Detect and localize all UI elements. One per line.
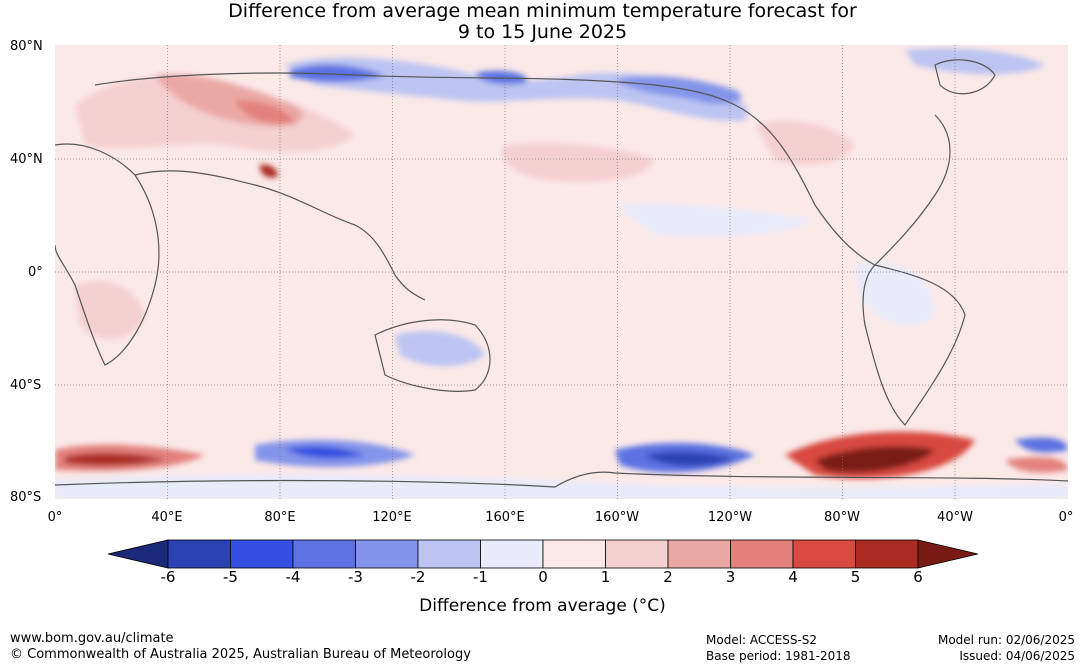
colorbar-tick-label: -1 [473,568,488,586]
coastlines [55,59,1068,488]
anomaly-cool-australia [395,331,485,367]
colorbar-segment [730,539,794,569]
lon-label-40e: 40°E [151,510,183,525]
colorbar-segment [855,539,919,569]
lat-label-0: 0° [28,265,43,280]
colorbar-tick-label: 4 [788,568,798,586]
lat-label-80s: 80°S [10,490,42,505]
colorbar-segment [417,539,481,569]
anomaly-cool-southern-indian-core [285,446,365,459]
lon-label-0-left: 0° [47,510,63,525]
lon-label-160w: 160°W [594,510,640,525]
lon-label-120e: 120°E [372,510,412,525]
colorbar-segment [167,539,231,569]
colorbar-tick-label: 6 [913,568,923,586]
lat-label-80n: 80°N [10,39,43,54]
map-title-line2: 9 to 15 June 2025 [457,21,628,43]
graticule [55,45,1068,499]
lat-label-40s: 40°S [10,378,42,393]
colorbar-extend-low [108,539,169,569]
anomaly-cool-greenland [905,48,1045,75]
colorbar-tick-label: 2 [663,568,673,586]
anomaly-warm-pacific [502,143,655,182]
coast-south-america [862,264,966,426]
colorbar [108,539,978,569]
lat-label-40n: 40°N [10,152,43,167]
anomaly-warm-tibet [259,164,278,178]
colorbar-segment [292,539,356,569]
coast-africa-europe [55,143,160,366]
footer-url: www.bom.gov.au/climate [10,631,174,646]
footer-base-period: Base period: 1981-2018 [706,649,851,663]
anomaly-cool-equatorial-pacific [615,203,815,237]
colorbar-segment [667,539,731,569]
lon-label-120w: 120°W [707,510,753,525]
colorbar-tick-label: 0 [538,568,548,586]
coast-asia [134,170,426,301]
anomaly-cool-south-america [855,262,935,326]
colorbar-tick-label: 3 [725,568,736,586]
colorbar-tick-label: -4 [285,568,301,586]
coast-antarctica [55,471,1068,488]
anomaly-cool-southern-pacific-core [645,451,735,467]
anomaly-warm-southern-atlantic-core [65,452,165,466]
colorbar-tick-label: -2 [410,568,426,586]
footer-model-run: Model run: 02/06/2025 [937,633,1075,647]
coast-greenland [934,59,996,95]
anomaly-cool-bering [615,75,742,105]
footer-issued: Issued: 04/06/2025 [959,649,1075,663]
lon-label-80w: 80°W [824,510,860,525]
colorbar-segment [792,539,856,569]
colorbar-segment [480,539,544,569]
anomaly-cool-siberia [285,57,748,121]
lon-label-160e: 160°E [485,510,525,525]
footer-model: Model: ACCESS-S2 [706,633,818,647]
colorbar-segment [355,539,419,569]
colorbar-segment [542,539,606,569]
anomaly-warm-africa [75,281,145,339]
colorbar-segment [605,539,669,569]
anomaly-cool-southern-east [1015,437,1068,453]
forecast-anomaly-map [55,45,1068,499]
anomaly-warm-namerica [755,121,855,165]
colorbar-tick-label: 5 [850,568,861,586]
anomaly-warm-southern-chile-core [815,446,935,473]
footer-copyright: © Commonwealth of Australia 2025, Austra… [10,647,471,662]
colorbar-title: Difference from average (°C) [419,596,666,616]
coast-australia [374,319,491,392]
colorbar-extend-high [917,539,978,569]
colorbar-tick-label: -3 [348,568,363,586]
lon-label-40w: 40°W [937,510,973,525]
lon-label-80e: 80°E [264,510,296,525]
colorbar-tick-label: 1 [600,568,611,586]
anomaly-warm-southern-east [1005,457,1068,473]
colorbar-tick-label: -6 [160,568,176,586]
coast-asia-north [94,72,736,106]
map-title-line1: Difference from average mean minimum tem… [228,0,857,22]
colorbar-segment [230,539,294,569]
anomaly-cool-siberia-core [290,64,385,82]
lon-label-0-right: 0° [1058,510,1074,525]
colorbar-tick-label: -5 [223,568,238,586]
anomaly-warm-russia-hot [235,100,295,125]
